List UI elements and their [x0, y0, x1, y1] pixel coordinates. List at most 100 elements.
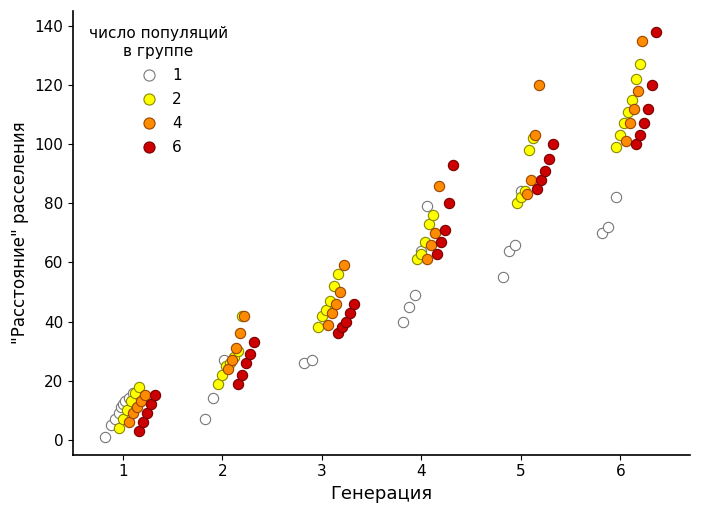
- Point: [217, 371, 228, 379]
- Point: [426, 241, 437, 249]
- Point: [121, 406, 132, 414]
- Point: [233, 347, 244, 355]
- Point: [398, 318, 409, 326]
- Point: [235, 329, 246, 338]
- Point: [519, 188, 531, 196]
- Point: [123, 418, 135, 426]
- Point: [239, 311, 250, 320]
- Point: [325, 297, 336, 305]
- Point: [313, 323, 324, 332]
- Point: [639, 119, 650, 127]
- Point: [119, 397, 130, 406]
- Point: [221, 362, 232, 370]
- Point: [435, 237, 447, 246]
- Point: [233, 379, 244, 388]
- Point: [634, 60, 646, 68]
- Point: [348, 300, 360, 308]
- Point: [497, 273, 508, 281]
- Point: [249, 338, 260, 346]
- Point: [344, 308, 355, 317]
- Point: [615, 131, 626, 139]
- Point: [114, 409, 125, 417]
- Point: [199, 415, 210, 423]
- Point: [416, 247, 427, 255]
- Point: [306, 356, 318, 364]
- Point: [227, 356, 238, 364]
- Point: [128, 409, 139, 417]
- Point: [521, 190, 532, 198]
- Point: [117, 400, 128, 409]
- Point: [422, 255, 433, 264]
- Point: [340, 318, 351, 326]
- Point: [145, 400, 156, 409]
- Point: [334, 288, 346, 296]
- Point: [404, 303, 415, 311]
- Point: [535, 175, 546, 183]
- Point: [622, 107, 634, 116]
- Point: [332, 329, 343, 338]
- Point: [420, 237, 431, 246]
- Point: [320, 306, 332, 314]
- Point: [328, 282, 339, 290]
- Point: [207, 394, 218, 402]
- Point: [245, 350, 256, 358]
- Point: [114, 424, 125, 432]
- Point: [627, 96, 638, 104]
- Point: [133, 427, 144, 435]
- Point: [509, 241, 520, 249]
- Point: [527, 134, 538, 142]
- X-axis label: Генерация: Генерация: [330, 485, 433, 503]
- Point: [634, 131, 646, 139]
- Point: [631, 75, 642, 83]
- Point: [523, 146, 534, 154]
- Point: [219, 356, 230, 364]
- Point: [326, 308, 337, 317]
- Point: [240, 359, 252, 367]
- Point: [531, 185, 543, 193]
- Point: [131, 403, 142, 411]
- Point: [632, 87, 644, 95]
- Point: [229, 353, 240, 361]
- Point: [135, 397, 147, 406]
- Point: [539, 167, 550, 175]
- Point: [322, 320, 334, 328]
- Point: [330, 300, 341, 308]
- Point: [422, 202, 433, 210]
- Point: [646, 81, 658, 89]
- Point: [547, 140, 558, 148]
- Point: [299, 359, 310, 367]
- Point: [611, 193, 622, 201]
- Point: [637, 36, 648, 45]
- Point: [597, 229, 608, 237]
- Point: [533, 81, 544, 89]
- Point: [142, 409, 153, 417]
- Point: [651, 28, 662, 36]
- Point: [105, 421, 116, 429]
- Point: [515, 188, 526, 196]
- Point: [128, 389, 139, 397]
- Point: [125, 397, 137, 406]
- Point: [444, 199, 455, 208]
- Point: [643, 104, 654, 113]
- Point: [511, 199, 522, 208]
- Point: [117, 415, 128, 423]
- Point: [543, 155, 554, 163]
- Point: [619, 119, 630, 127]
- Point: [432, 249, 443, 258]
- Point: [529, 131, 540, 139]
- Point: [515, 193, 526, 201]
- Point: [316, 311, 327, 320]
- Point: [237, 311, 248, 320]
- Point: [434, 181, 445, 190]
- Point: [139, 391, 151, 399]
- Point: [416, 249, 427, 258]
- Point: [225, 359, 236, 367]
- Point: [411, 255, 423, 264]
- Point: [423, 220, 435, 228]
- Point: [237, 371, 248, 379]
- Point: [629, 104, 640, 113]
- Point: [430, 229, 441, 237]
- Legend: 1, 2, 4, 6: 1, 2, 4, 6: [81, 19, 236, 163]
- Point: [611, 143, 622, 151]
- Point: [332, 270, 343, 279]
